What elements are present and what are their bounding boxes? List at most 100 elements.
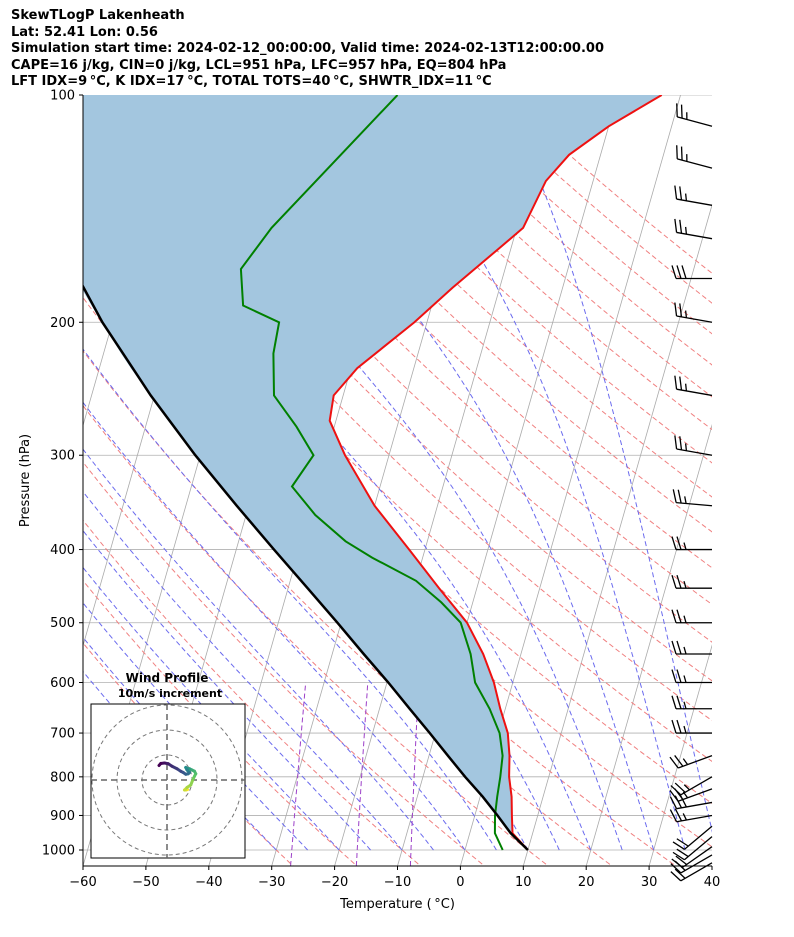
wind-barb-flag xyxy=(669,796,678,809)
wind-barb-half-flag xyxy=(683,580,687,589)
location-line: Lat: 52.41 Lon: 0.56 xyxy=(11,24,158,40)
wind-barb-flag xyxy=(675,855,688,866)
wind-barb-staff xyxy=(676,388,713,397)
mixing-ratio-line xyxy=(355,682,369,866)
wind-barb-flag xyxy=(674,808,683,822)
x-tick-label: −10 xyxy=(384,875,411,890)
wind-barb xyxy=(674,218,713,240)
wind-barb-flag xyxy=(674,185,678,200)
mixing-ratio-line xyxy=(409,682,420,866)
moist-adiabat xyxy=(83,401,466,851)
isotherm-line xyxy=(585,423,712,866)
wind-barb-flag xyxy=(669,756,679,769)
chart-title: SkewTLogP Lakenheath xyxy=(11,8,185,23)
wind-barb-half-flag xyxy=(683,615,687,623)
mixing-ratio-line xyxy=(290,682,307,866)
wind-barb-staff xyxy=(676,814,713,823)
dry-adiabat xyxy=(83,97,712,722)
wind-barb-flag xyxy=(671,536,677,550)
wind-barb-half-flag xyxy=(683,784,690,791)
wind-barb xyxy=(674,375,713,397)
wind-barb xyxy=(674,302,713,323)
wind-barb-flag xyxy=(671,695,677,709)
cape-line: CAPE=16 j/kg, CIN=0 j/kg, LCL=951 hPa, L… xyxy=(11,57,507,73)
wind-barb xyxy=(672,836,713,861)
wind-barb xyxy=(669,808,713,823)
isotherm-line xyxy=(648,644,712,866)
moist-adiabat xyxy=(364,95,686,851)
y-tick-label: 500 xyxy=(50,616,75,631)
x-tick-label: 30 xyxy=(641,875,658,890)
wind-barb-flag xyxy=(670,863,682,874)
dry-adiabat xyxy=(83,579,358,866)
dewpoint-line xyxy=(239,95,504,851)
wind-barb xyxy=(671,640,712,655)
wind-barb xyxy=(671,536,712,551)
wind-barb-flag xyxy=(674,302,678,317)
dry-adiabat xyxy=(145,95,712,643)
dry-adiabat xyxy=(83,461,486,866)
wind-barb-flag xyxy=(676,719,682,734)
wind-barb-staff xyxy=(684,825,713,850)
wind-barb-staff xyxy=(684,836,713,861)
inset-plot xyxy=(91,704,245,858)
wind-barb xyxy=(670,776,713,796)
dry-adiabat xyxy=(83,349,613,866)
wind-barb-flag xyxy=(676,536,682,550)
wind-barb-flag xyxy=(672,851,685,861)
wind-barb-half-flag xyxy=(683,701,687,709)
dry-adiabat xyxy=(308,95,712,464)
wind-barb xyxy=(672,489,713,507)
wind-barb xyxy=(671,719,712,734)
x-tick-label: −40 xyxy=(195,875,222,890)
wind-barb-half-flag xyxy=(683,725,687,734)
x-tick-label: −50 xyxy=(132,875,159,890)
wind-barb-flag xyxy=(674,782,686,793)
x-tick-label: 20 xyxy=(578,875,595,890)
wind-barb-staff xyxy=(676,198,713,206)
wind-barb-half-flag xyxy=(683,542,687,550)
wind-barb-flag xyxy=(670,785,682,796)
wind-barb xyxy=(676,103,713,127)
wind-barb-flag xyxy=(671,574,677,589)
moist-adiabat xyxy=(83,602,309,851)
wind-barb-staff xyxy=(676,801,713,810)
wind-barb-half-flag xyxy=(683,675,687,683)
wind-barb-staff xyxy=(676,501,713,507)
moist-adiabat xyxy=(83,490,403,851)
wind-barb-flag xyxy=(669,809,678,823)
wind-barb xyxy=(674,435,713,456)
time-line: Simulation start time: 2024-02-12_00:00:… xyxy=(11,41,604,57)
wind-barb xyxy=(671,669,712,684)
wind-barb-flag xyxy=(679,436,683,450)
y-tick-label: 200 xyxy=(50,316,75,331)
wind-barb-flag xyxy=(671,609,677,623)
wind-barb-flag xyxy=(671,640,677,655)
wind-barb-flag xyxy=(674,218,678,233)
wind-barb-half-flag xyxy=(684,383,688,391)
wind-barb-half-flag xyxy=(684,226,688,235)
dry-adiabat xyxy=(177,95,712,606)
wind-barb-flag xyxy=(671,669,677,683)
wind-barb-flag xyxy=(671,265,677,279)
wind-barb xyxy=(669,788,713,802)
wind-barb-flag xyxy=(670,871,682,882)
wind-barb-staff xyxy=(680,854,713,874)
wind-barb-flag xyxy=(672,841,685,850)
wind-barb-flag xyxy=(674,375,678,390)
wind-barb-flag xyxy=(676,669,682,683)
x-tick-label: 10 xyxy=(515,875,532,890)
y-tick-label: 1000 xyxy=(42,844,75,859)
wind-barb-flag xyxy=(679,376,683,391)
y-tick-label: 800 xyxy=(50,770,75,785)
moist-adiabat xyxy=(83,529,371,851)
wind-barb-half-flag xyxy=(682,758,689,765)
dry-adiabat xyxy=(83,404,550,866)
wind-barb xyxy=(671,609,712,624)
wind-barb-staff xyxy=(682,846,713,868)
wind-barb-half-flag xyxy=(684,310,688,318)
y-axis-label: Pressure (hPa) xyxy=(18,434,33,527)
dry-adiabat xyxy=(83,519,422,866)
wind-barb xyxy=(672,825,713,850)
